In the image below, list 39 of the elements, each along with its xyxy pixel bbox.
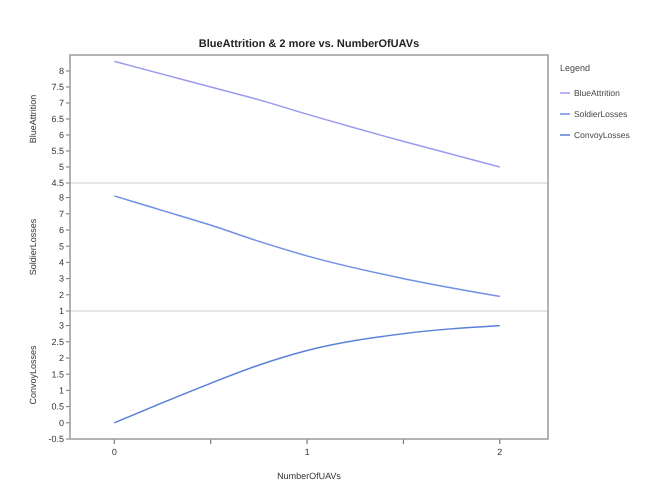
y-tick-label: 8 xyxy=(58,66,64,76)
x-tick-label: 2 xyxy=(497,447,502,457)
y-tick-label: 1 xyxy=(58,386,64,396)
legend-label: SoldierLosses xyxy=(574,108,628,119)
y-tick-label: 5.5 xyxy=(51,146,64,156)
y-tick-label: -0.5 xyxy=(48,434,64,444)
line-series xyxy=(114,195,501,298)
x-axis-title: NumberOfUAVs xyxy=(277,471,342,481)
y-tick-label: 4 xyxy=(58,258,64,268)
y-tick-label: 0 xyxy=(58,418,64,428)
y-tick-label: 1 xyxy=(58,306,64,316)
x-tick-label: 0 xyxy=(112,447,117,457)
y-tick-label: 5 xyxy=(58,241,64,252)
y-tick-label: 3 xyxy=(58,274,64,284)
y-tick-label: 7.5 xyxy=(51,82,64,92)
x-tick-label: 1 xyxy=(304,447,310,457)
y-tick-label: 3 xyxy=(58,320,64,331)
line-series xyxy=(114,324,501,424)
y-tick-label: 6 xyxy=(58,225,64,236)
legend-title: Legend xyxy=(560,63,590,73)
y-tick-label: 2 xyxy=(58,353,64,364)
y-tick-label: 2 xyxy=(58,290,64,300)
legend-label: BlueAttrition xyxy=(574,88,620,98)
y-tick-label: 6.5 xyxy=(51,114,64,124)
y-axis-title: SoldierLosses xyxy=(28,218,38,276)
line-series xyxy=(114,60,501,168)
y-axis-title: ConvoyLosses xyxy=(28,344,38,405)
y-tick-label: 8 xyxy=(58,192,64,203)
y-tick-label: 6 xyxy=(58,130,64,140)
y-tick-label: 2.5 xyxy=(51,336,64,347)
y-tick-label: 0.5 xyxy=(51,402,64,412)
y-tick-label: 4.5 xyxy=(51,178,64,188)
chart-title: BlueAttrition & 2 more vs. NumberOfUAVs xyxy=(198,38,420,50)
legend-label: ConvoyLosses xyxy=(574,130,630,140)
y-tick-label: 7 xyxy=(58,98,64,108)
y-axis-title: BlueAttrition xyxy=(28,94,38,144)
y-tick-label: 5 xyxy=(58,162,64,172)
y-tick-label: 1.5 xyxy=(51,369,64,380)
y-tick-label: 7 xyxy=(58,208,64,219)
